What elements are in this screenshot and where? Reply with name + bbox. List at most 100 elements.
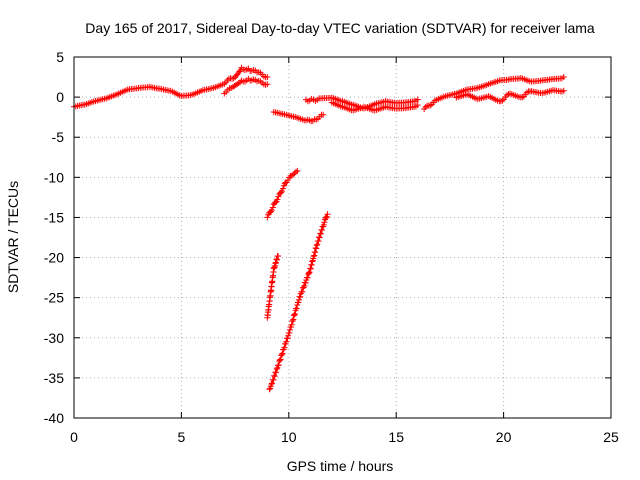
data-point-marker [284,335,291,342]
y-tick-label: -40 [44,410,64,426]
data-point-marker [272,259,279,266]
data-point-marker [276,357,283,364]
data-point-marker [314,241,321,248]
y-tick-label: -15 [44,209,64,225]
data-point-marker [283,338,290,345]
y-tick-label: -30 [44,330,64,346]
data-point-marker [304,274,311,281]
data-point-marker [321,219,328,226]
data-point-marker [275,193,282,200]
data-point-marker [286,326,293,333]
data-point-marker [273,366,280,373]
series-arc-early-day [71,64,271,110]
data-point-marker [264,74,271,81]
y-tick-label: -25 [44,290,64,306]
data-point-marker [294,167,301,174]
data-point-marker [273,256,280,263]
chart-title: Day 165 of 2017, Sidereal Day-to-day VTE… [85,20,595,36]
x-tick-label: 5 [178,429,186,445]
data-point-marker [301,283,308,290]
data-point-marker [560,74,567,81]
series-arc-mid-lower [328,99,421,114]
data-point-marker [281,344,288,351]
x-tick-label: 0 [70,429,78,445]
data-point-marker [300,284,307,291]
data-point-marker [279,350,286,357]
data-point-marker [291,311,298,318]
series-arc-mid-low [270,108,327,125]
data-point-marker [275,252,282,259]
data-point-marker [292,311,299,318]
data-point-marker [286,330,293,337]
plot-frame [73,56,612,419]
data-point-marker [414,96,421,103]
data-point-marker [295,299,302,306]
data-point-marker [320,221,327,228]
x-tick-label: 15 [388,429,404,445]
data-point-marker [236,68,243,75]
y-tick-label: -20 [44,250,64,266]
series-arc-late-day [421,74,567,113]
data-point-marker [271,373,278,380]
data-point-marker [306,269,313,276]
data-point-marker [277,356,284,363]
data-point-marker [499,97,506,104]
data-point-marker [299,288,306,295]
data-point-marker [284,177,291,184]
data-point-marker [270,376,277,383]
data-point-marker [273,256,280,263]
y-tick-label: -35 [44,370,64,386]
data-point-marker [316,234,323,241]
data-point-marker [264,214,271,221]
data-point-marker [271,372,278,379]
data-point-marker [293,305,300,312]
data-point-marker [269,380,276,387]
series-drop-c [266,211,331,393]
data-point-marker [317,230,324,237]
axis-ticks: 0 5 10 15 20 25 5 0 -5 -10 -15 -20 -25 -30 -35 -40 [44,49,619,445]
data-point-marker [264,81,271,88]
data-point-marker [285,332,292,339]
data-point-marker [315,238,322,245]
data-point-marker [273,369,280,376]
data-point-marker [302,279,309,286]
data-point-marker [317,230,324,237]
data-point-marker [324,211,331,218]
y-axis-label: SDTVAR / TECUs [5,181,21,293]
data-point-marker [278,351,285,358]
data-point-marker [560,87,567,94]
data-point-marker [235,80,242,87]
data-point-marker [289,317,296,324]
data-point-marker [269,204,276,211]
grid-lines [74,57,611,418]
x-tick-label: 25 [603,429,619,445]
series-arc-mid [302,94,421,112]
data-point-marker [292,168,299,175]
data-point-marker [279,185,286,192]
data-point-marker [268,380,275,387]
data-point-marker [320,111,327,118]
y-tick-label: -10 [44,169,64,185]
data-point-marker [322,214,329,221]
data-point-marker [274,196,281,203]
series-drop-a [264,167,301,221]
data-point-marker [297,294,304,301]
data-point-marker [519,94,526,101]
x-tick-label: 20 [496,429,512,445]
series-drop-b [264,252,282,321]
data-point-marker [275,362,282,369]
y-tick-label: -5 [52,129,65,145]
data-point-marker [318,227,325,234]
data-point-marker [268,208,275,215]
series-arc-early-day-lower [221,75,271,97]
data-point-marker [414,102,421,109]
x-axis-label: GPS time / hours [287,458,394,474]
data-point-marker [290,312,297,319]
data-point-marker [323,214,330,221]
data-point-marker [290,171,297,178]
y-tick-label: 0 [56,89,64,105]
data-point-marker [266,386,273,393]
data-point-marker [305,269,312,276]
x-tick-label: 10 [281,429,297,445]
